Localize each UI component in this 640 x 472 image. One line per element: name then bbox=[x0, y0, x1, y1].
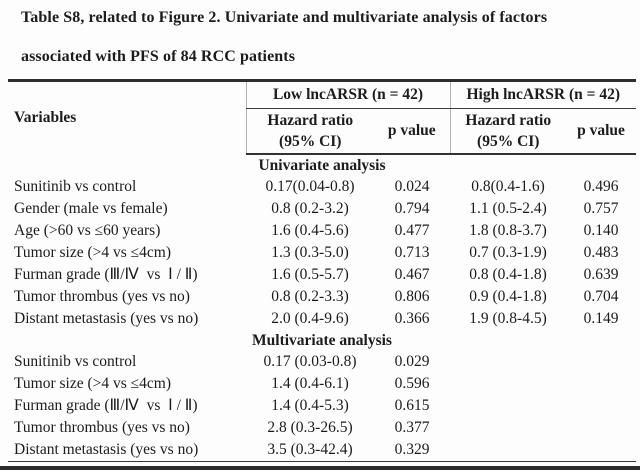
high-p-value-cell: 0.140 bbox=[583, 222, 619, 239]
table-row: Tumor size (>4 vs ≤4cm) 1.3 (0.3-5.0) 0.… bbox=[8, 242, 636, 264]
low-hazard-ratio-cell: 1.6 (0.5-5.7) bbox=[271, 266, 349, 283]
column-header-low-p-value: p value bbox=[374, 108, 451, 155]
low-p-value-cell: 0.024 bbox=[394, 178, 430, 195]
column-header-high-p-value: p value bbox=[566, 108, 637, 155]
variable-cell: Gender (male vs female) bbox=[14, 200, 168, 217]
variable-cell: Age (>60 vs ≤60 years) bbox=[14, 222, 161, 239]
table-row: Furman grade (Ⅲ/Ⅳ vs Ⅰ / Ⅱ) 1.4 (0.4-5.3… bbox=[8, 395, 636, 417]
low-hazard-ratio-cell: 1.4 (0.4-6.1) bbox=[271, 375, 349, 392]
low-hazard-ratio-cell: 0.17(0.04-0.8) bbox=[265, 178, 355, 195]
high-p-value-cell bbox=[566, 395, 636, 417]
low-p-value-cell: 0.377 bbox=[394, 419, 430, 436]
low-hazard-ratio-cell: 1.4 (0.4-5.3) bbox=[271, 397, 349, 414]
table-row: Age (>60 vs ≤60 years) 1.6 (0.4-5.6) 0.4… bbox=[8, 220, 636, 242]
table-caption-line1: Table S8, related to Figure 2. Univariat… bbox=[21, 9, 548, 26]
table-body: Univariate analysis Sunitinib vs control… bbox=[8, 154, 637, 462]
variable-cell: Distant metastasis (yes vs no) bbox=[14, 310, 199, 327]
column-group-low-lncarsr: Low lncARSR (n = 42) bbox=[245, 80, 451, 109]
high-p-value-cell: 0.483 bbox=[583, 244, 619, 261]
low-hazard-ratio-cell: 0.8 (0.2-3.2) bbox=[271, 200, 349, 217]
variable-cell: Furman grade (Ⅲ/Ⅳ vs Ⅰ / Ⅱ) bbox=[14, 266, 198, 283]
high-p-value-cell: 0.149 bbox=[583, 310, 619, 327]
low-p-value-cell: 0.366 bbox=[394, 310, 430, 327]
low-hazard-ratio-cell: 1.3 (0.3-5.0) bbox=[271, 244, 349, 261]
ci-label: (95% CI) bbox=[477, 133, 540, 150]
variable-cell: Tumor size (>4 vs ≤4cm) bbox=[14, 244, 172, 261]
low-p-value-cell: 0.329 bbox=[394, 441, 430, 458]
section-label: Multivariate analysis bbox=[252, 332, 392, 349]
high-hazard-ratio-cell bbox=[450, 373, 566, 395]
variable-cell: Distant metastasis (yes vs no) bbox=[14, 441, 199, 458]
group-header-row: Variables Low lncARSR (n = 42) High lncA… bbox=[8, 80, 637, 126]
high-hazard-ratio-cell: 1.1 (0.5-2.4) bbox=[469, 200, 547, 217]
variable-cell: Sunitinib vs control bbox=[14, 178, 137, 195]
section-header-univariate: Univariate analysis bbox=[8, 154, 636, 176]
hazard-ratio-label: Hazard ratio bbox=[267, 112, 354, 129]
table-row: Distant metastasis (yes vs no) 2.0 (0.4-… bbox=[8, 308, 636, 330]
hazard-ratio-label: Hazard ratio bbox=[465, 112, 552, 129]
low-p-value-cell: 0.794 bbox=[394, 200, 430, 217]
high-p-value-cell: 0.704 bbox=[583, 288, 619, 305]
low-hazard-ratio-cell: 0.17 (0.03-0.8) bbox=[263, 353, 357, 370]
low-hazard-ratio-cell: 0.8 (0.2-3.3) bbox=[271, 288, 349, 305]
high-p-value-cell: 0.496 bbox=[583, 178, 619, 195]
low-hazard-ratio-cell: 3.5 (0.3-42.4) bbox=[267, 441, 353, 458]
low-p-value-cell: 0.615 bbox=[394, 397, 430, 414]
table-row: Tumor size (>4 vs ≤4cm) 1.4 (0.4-6.1) 0.… bbox=[8, 373, 636, 395]
high-hazard-ratio-cell: 1.9 (0.8-4.5) bbox=[469, 310, 547, 327]
section-header-multivariate: Multivariate analysis bbox=[8, 330, 636, 351]
high-p-value-cell bbox=[566, 351, 636, 373]
column-group-high-lncarsr: High lncARSR (n = 42) bbox=[449, 80, 637, 109]
low-p-value-cell: 0.029 bbox=[394, 353, 430, 370]
variable-cell: Furman grade (Ⅲ/Ⅳ vs Ⅰ / Ⅱ) bbox=[14, 397, 198, 414]
low-p-value-cell: 0.806 bbox=[394, 288, 430, 305]
table-row: Tumor thrombus (yes vs no) 0.8 (0.2-3.3)… bbox=[8, 286, 636, 308]
table-row: Furman grade (Ⅲ/Ⅳ vs Ⅰ / Ⅱ) 1.6 (0.5-5.7… bbox=[8, 264, 636, 286]
variable-cell: Tumor size (>4 vs ≤4cm) bbox=[14, 375, 172, 392]
low-p-value-cell: 0.713 bbox=[394, 244, 430, 261]
high-hazard-ratio-cell bbox=[450, 395, 566, 417]
high-hazard-ratio-cell: 0.9 (0.4-1.8) bbox=[469, 288, 547, 305]
high-hazard-ratio-cell bbox=[450, 351, 566, 373]
high-hazard-ratio-cell: 0.7 (0.3-1.9) bbox=[469, 244, 547, 261]
table-header: Variables Low lncARSR (n = 42) High lncA… bbox=[8, 80, 637, 155]
high-hazard-ratio-cell: 0.8(0.4-1.6) bbox=[471, 178, 545, 195]
section-label: Univariate analysis bbox=[258, 157, 386, 174]
table-row: Distant metastasis (yes vs no) 3.5 (0.3-… bbox=[8, 439, 636, 462]
table-row: Sunitinib vs control 0.17 (0.03-0.8) 0.0… bbox=[8, 351, 636, 373]
low-p-value-cell: 0.596 bbox=[394, 375, 430, 392]
table-row: Tumor thrombus (yes vs no) 2.8 (0.3-26.5… bbox=[8, 417, 636, 439]
low-p-value-cell: 0.467 bbox=[394, 266, 430, 283]
high-p-value-cell bbox=[566, 417, 636, 439]
high-hazard-ratio-cell: 0.8 (0.4-1.8) bbox=[469, 266, 547, 283]
table-row: Gender (male vs female) 0.8 (0.2-3.2) 0.… bbox=[8, 198, 636, 220]
sub-header-row: Hazard ratio (95% CI) p value Hazard rat… bbox=[8, 108, 637, 155]
table-caption-line2: associated with PFS of 84 RCC patients bbox=[21, 48, 296, 65]
low-p-value-cell: 0.477 bbox=[394, 222, 430, 239]
column-header-variables: Variables bbox=[14, 109, 77, 126]
variable-cell: Tumor thrombus (yes vs no) bbox=[14, 419, 190, 436]
low-hazard-ratio-cell: 1.6 (0.4-5.6) bbox=[271, 222, 349, 239]
high-p-value-cell bbox=[566, 439, 636, 462]
high-hazard-ratio-cell bbox=[450, 417, 566, 439]
high-p-value-cell: 0.639 bbox=[583, 266, 619, 283]
high-p-value-cell bbox=[566, 373, 636, 395]
high-hazard-ratio-cell: 1.8 (0.8-3.7) bbox=[469, 222, 547, 239]
variable-cell: Sunitinib vs control bbox=[14, 353, 137, 370]
high-p-value-cell: 0.757 bbox=[583, 200, 619, 217]
column-header-high-hazard-ratio: Hazard ratio (95% CI) bbox=[449, 108, 567, 155]
low-hazard-ratio-cell: 2.0 (0.4-9.6) bbox=[271, 310, 349, 327]
table-row: Sunitinib vs control 0.17(0.04-0.8) 0.02… bbox=[8, 176, 636, 198]
column-header-low-hazard-ratio: Hazard ratio (95% CI) bbox=[245, 108, 374, 155]
low-hazard-ratio-cell: 2.8 (0.3-26.5) bbox=[267, 419, 353, 436]
variable-cell: Tumor thrombus (yes vs no) bbox=[14, 288, 190, 305]
bottom-rule bbox=[0, 466, 640, 470]
ci-label: (95% CI) bbox=[279, 133, 342, 150]
high-hazard-ratio-cell bbox=[450, 439, 566, 462]
stats-table: Variables Low lncARSR (n = 42) High lncA… bbox=[8, 79, 637, 462]
